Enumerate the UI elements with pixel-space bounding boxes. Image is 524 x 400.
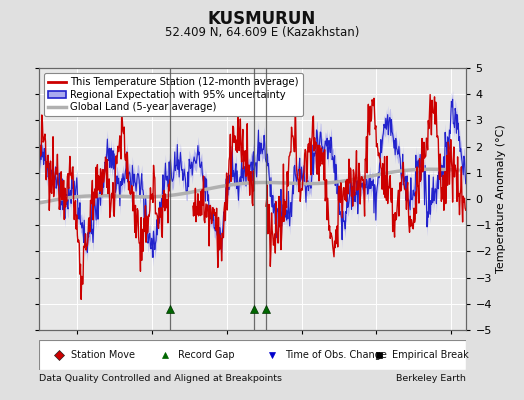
Text: Empirical Break: Empirical Break: [391, 350, 468, 360]
Text: 52.409 N, 64.609 E (Kazakhstan): 52.409 N, 64.609 E (Kazakhstan): [165, 26, 359, 39]
Text: Station Move: Station Move: [71, 350, 135, 360]
Text: Data Quality Controlled and Aligned at Breakpoints: Data Quality Controlled and Aligned at B…: [39, 374, 282, 383]
Text: Time of Obs. Change: Time of Obs. Change: [285, 350, 387, 360]
FancyBboxPatch shape: [39, 340, 466, 370]
Legend: This Temperature Station (12-month average), Regional Expectation with 95% uncer: This Temperature Station (12-month avera…: [45, 73, 303, 116]
Text: KUSMURUN: KUSMURUN: [208, 10, 316, 28]
Text: Record Gap: Record Gap: [178, 350, 235, 360]
Y-axis label: Temperature Anomaly (°C): Temperature Anomaly (°C): [496, 125, 506, 273]
Text: Berkeley Earth: Berkeley Earth: [397, 374, 466, 383]
